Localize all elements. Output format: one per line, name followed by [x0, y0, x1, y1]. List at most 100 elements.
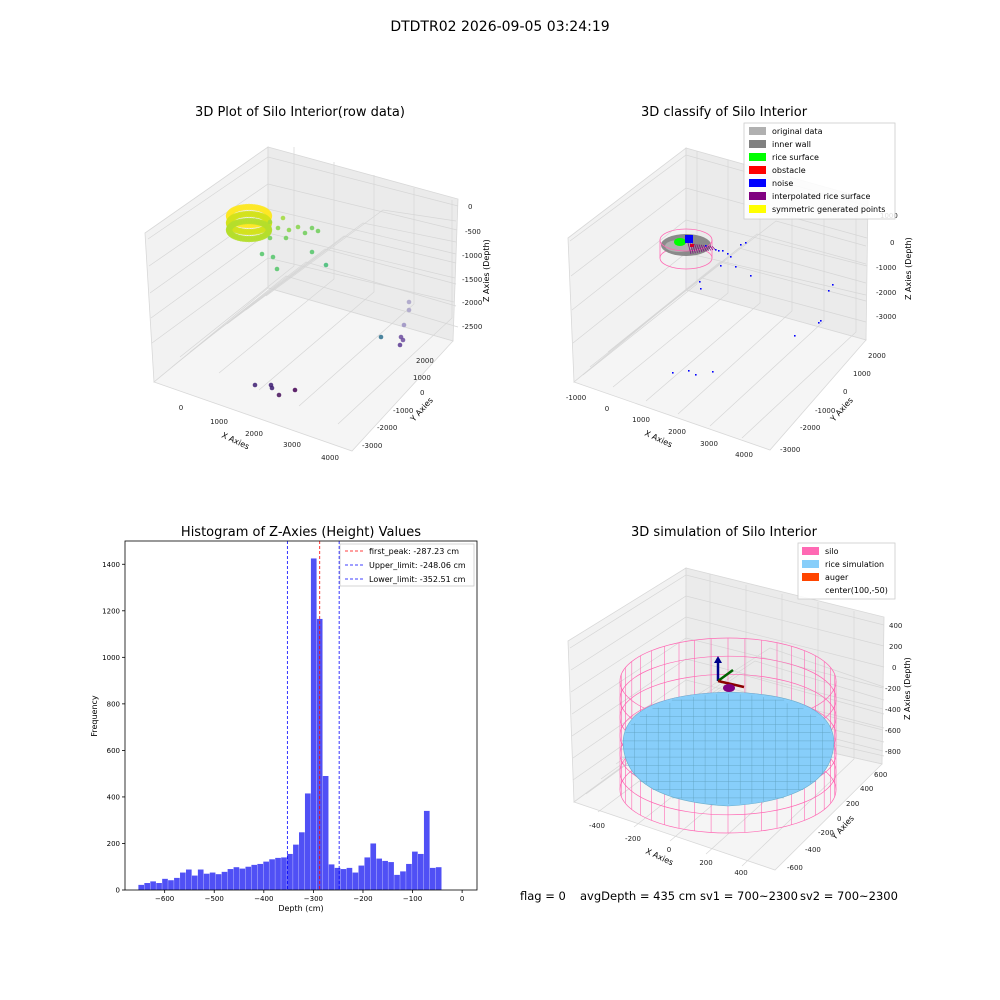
interpolated-surface-stroke — [694, 243, 698, 253]
legend-item: noise — [749, 179, 793, 188]
histogram-bar — [150, 881, 156, 890]
y-tick-label: -2000 — [800, 424, 820, 432]
z-tick-label: 400 — [889, 622, 902, 630]
histogram-bar — [293, 844, 299, 890]
histogram-bar — [233, 867, 240, 890]
y-tick-label: 1000 — [853, 370, 871, 378]
raw-point — [259, 251, 265, 257]
sv1-text: sv1 = 700~2300 — [700, 889, 798, 903]
noise-point — [715, 249, 717, 251]
x-tick-label: -400 — [589, 822, 605, 830]
histogram-x-ticks: −600 −500 −400 −300 −200 −100 0 — [155, 890, 464, 903]
legend-label: symmetric generated points — [772, 205, 885, 214]
y-tick-label: -3000 — [362, 442, 382, 450]
legend-item: first_peak: -287.23 cm — [345, 547, 459, 556]
histogram-bar — [322, 775, 329, 890]
histogram-bar — [180, 872, 186, 890]
histogram-bar — [215, 874, 222, 890]
z-tick-label: 0 — [892, 664, 896, 672]
flag-text: flag = 0 — [520, 889, 566, 903]
histogram-bar — [358, 865, 365, 890]
histogram-bar — [340, 869, 347, 890]
raw-point — [283, 235, 289, 241]
legend-label: auger — [825, 573, 849, 582]
interpolated-surface-stroke — [698, 244, 703, 253]
x-tick-label: −500 — [205, 895, 224, 903]
y-tick-label: 1400 — [102, 561, 120, 569]
histogram-reference-lines — [286, 541, 340, 890]
z-tick-label: -1500 — [462, 276, 482, 284]
raw-point — [270, 254, 276, 260]
raw-point — [286, 227, 292, 233]
z-tick-label: -2500 — [462, 323, 482, 331]
x-tick-label: 4000 — [321, 454, 339, 462]
histogram-bar — [197, 869, 204, 890]
noise-point — [730, 256, 732, 258]
y-tick-label: 800 — [107, 700, 120, 708]
histogram-bar — [388, 862, 394, 890]
interpolated-rice-surface — [687, 242, 716, 255]
legend-swatch-original-data — [749, 127, 766, 135]
histogram-bar — [269, 859, 275, 890]
y-tick-label: 0 — [420, 389, 424, 397]
panel-classify-3d-title: 3D classify of Silo Interior — [641, 105, 808, 120]
y-tick-label: -3000 — [780, 446, 800, 454]
histogram-bar — [174, 877, 180, 890]
raw-point — [406, 307, 412, 313]
noise-point — [750, 275, 752, 277]
raw-point-cloud — [225, 203, 412, 398]
y-tick-label: -2000 — [377, 424, 397, 432]
histogram-bar — [168, 880, 174, 890]
noise-point — [740, 244, 742, 246]
raw-point — [280, 215, 286, 221]
raw-point — [397, 342, 403, 348]
y-tick-label: 1200 — [102, 607, 120, 615]
histogram-bar — [138, 884, 145, 890]
auger-center-dot — [723, 684, 735, 692]
histogram-bar — [144, 883, 150, 890]
y-tick-label: 2000 — [868, 352, 886, 360]
simulation-legend: silo rice simulation auger center(100,-5… — [797, 542, 896, 600]
x-tick-label: 2000 — [668, 428, 686, 436]
raw-point — [323, 262, 329, 268]
legend-label: rice simulation — [825, 560, 884, 569]
noise-point — [699, 281, 701, 283]
classified-silo — [659, 228, 716, 270]
histogram-bar — [263, 861, 269, 890]
histogram-x-axis-label: Depth (cm) — [278, 904, 323, 913]
x-tick-label: 0 — [605, 405, 609, 413]
histogram-bar — [429, 867, 436, 890]
histogram-bar — [346, 867, 353, 890]
raw-point — [401, 322, 407, 328]
obstacle-marker — [690, 244, 694, 247]
legend-item: original data — [749, 127, 823, 136]
z-axis-label: Z Axies (Depth) — [903, 657, 912, 720]
y-tick-label: 0 — [116, 887, 120, 895]
interpolated-surface-stroke — [711, 246, 716, 250]
legend-item: Lower_limit: -352.51 cm — [345, 575, 466, 584]
z-tick-label: -500 — [465, 228, 481, 236]
noise-point — [735, 266, 737, 268]
auger-y-arrow — [717, 668, 734, 683]
classify-legend: original data inner wall rice surface ob… — [743, 122, 896, 220]
legend-swatch-symmetric-generated-points — [749, 205, 766, 213]
raw-point — [274, 266, 280, 272]
histogram-bar — [316, 618, 323, 890]
rice-surface-patch — [674, 238, 686, 246]
histogram-bar — [310, 558, 317, 890]
legend-item: symmetric generated points — [749, 205, 885, 214]
histogram-bar — [275, 857, 281, 890]
noise-point — [688, 370, 690, 372]
y-tick-label: 600 — [874, 771, 887, 779]
histogram-bar — [328, 864, 335, 890]
z-tick-label: 200 — [889, 643, 902, 651]
legend-swatch-inner-wall — [749, 140, 766, 148]
avg-depth-text: avgDepth = 435 cm — [580, 889, 696, 903]
noise-point — [745, 242, 747, 244]
histogram-axes-frame — [124, 540, 478, 891]
y-tick-label: 0 — [843, 388, 847, 396]
legend-label: interpolated rice surface — [772, 192, 870, 201]
z-tick-label: -2000 — [876, 289, 896, 297]
histogram-bar — [203, 873, 210, 890]
y-tick-label: -400 — [805, 846, 821, 854]
